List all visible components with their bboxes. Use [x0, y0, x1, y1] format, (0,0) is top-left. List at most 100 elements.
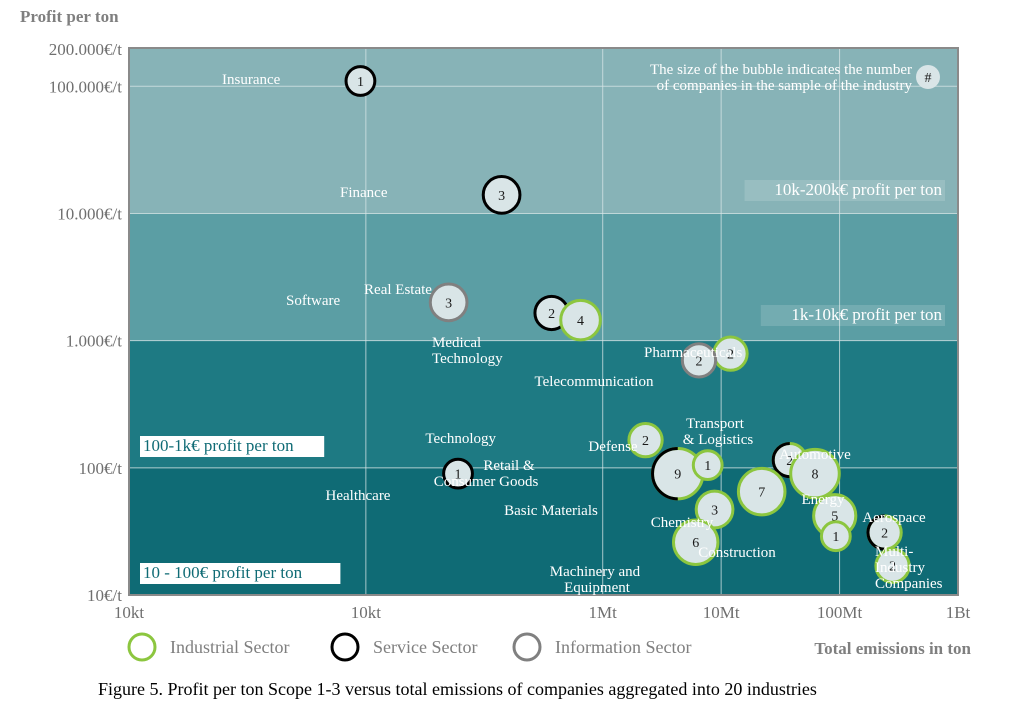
bubble-count: 7 — [758, 486, 765, 501]
industry-labels: Insurance Finance Software Real Estate Medic… — [222, 72, 943, 596]
bubble-count: 3 — [711, 504, 718, 519]
legend-swatch — [127, 632, 157, 662]
bubble-circle — [671, 518, 720, 566]
bubble-count: 3 — [498, 189, 505, 204]
x-tick-label: 100Mt — [817, 603, 863, 622]
industry-label: Companies — [875, 576, 943, 592]
y-axis-title: Profit per ton — [20, 7, 119, 26]
bubble-count: 8 — [811, 468, 818, 483]
gridlines — [129, 48, 958, 595]
bubble-arc — [866, 514, 885, 551]
bubble-circle — [428, 282, 469, 323]
industry-label: Chemistry — [651, 515, 714, 531]
bubble-circle — [481, 175, 522, 215]
legend-item-information-sector: Information Sector — [512, 632, 691, 662]
x-tick-label: 10kt — [114, 603, 145, 622]
legend: Industrial Sector Service Sector Informati… — [127, 632, 691, 662]
industry-label: Retail & — [483, 458, 535, 474]
bubble-count: 9 — [674, 468, 681, 483]
note-line-2: of companies in the sample of the indust… — [657, 78, 913, 94]
bubble-count: 2 — [786, 454, 793, 469]
industry-label: Finance — [340, 185, 388, 201]
industry-label: Basic Materials — [504, 503, 598, 519]
legend-item-industrial-sector: Industrial Sector — [127, 632, 289, 662]
bubble-arc — [771, 441, 790, 479]
bubble-finance: 3 — [481, 175, 522, 215]
y-tick-label: 100.000€/t — [49, 77, 122, 96]
x-axis-title: Total emissions in ton — [814, 639, 971, 658]
bubble-count: 3 — [445, 296, 452, 311]
bubble-count: 2 — [695, 354, 702, 369]
bubble-healthcare: 1 — [442, 457, 474, 490]
bubble-insurance: 1 — [344, 65, 377, 97]
industry-label: Real Estate — [364, 282, 432, 298]
bubble-circle — [627, 422, 664, 459]
bubble-software: 3 — [428, 282, 469, 323]
legend-label: Industrial Sector — [170, 637, 289, 657]
industry-label: Healthcare — [326, 488, 391, 504]
band-label-bg — [744, 180, 945, 201]
band-label-bg — [140, 436, 325, 457]
y-tick-labels: 10€/t 100€/t 1.000€/t 10.000€/t 100.000€/t 20… — [49, 40, 122, 605]
band-label: 10k-200k€ profit per ton — [774, 180, 942, 199]
bubble-circle — [736, 466, 787, 517]
bubble-medical-technology: 4 — [559, 298, 602, 342]
bubble-count: 6 — [692, 536, 699, 551]
bubble-circle — [680, 342, 718, 379]
bubble-defense: 1 — [691, 449, 724, 482]
bubble-aerospace: 2 — [866, 514, 903, 551]
industry-label: Defense — [588, 439, 637, 455]
industry-label: Construction — [698, 545, 776, 561]
bubble-circle — [691, 449, 724, 482]
industry-label: & Logistics — [683, 432, 754, 448]
bubble-size-note: The size of the bubble indicates the num… — [650, 62, 940, 94]
industry-label: Technology — [425, 431, 496, 447]
y-tick-label: 1.000€/t — [66, 332, 122, 351]
note-symbol: # — [925, 71, 932, 86]
industry-label: Medical — [432, 335, 481, 351]
industry-label: Machinery and — [550, 564, 641, 580]
bubble-count: 2 — [548, 307, 555, 322]
industry-label: Automotive — [779, 447, 851, 463]
bubble-technology: 2 — [627, 422, 664, 459]
bubble-automotive: 8 — [789, 447, 841, 500]
legend-item-service-sector: Service Sector — [330, 632, 477, 662]
x-tick-label: 10kt — [351, 603, 382, 622]
y-tick-label: 200.000€/t — [49, 40, 122, 59]
bubble-circle — [559, 298, 602, 342]
legend-swatch — [330, 632, 360, 662]
bubble-circle — [442, 457, 474, 490]
industry-label: Insurance — [222, 72, 281, 88]
legend-label: Information Sector — [555, 637, 691, 657]
x-tick-label: 10Mt — [703, 603, 740, 622]
industry-label: Aerospace — [862, 510, 926, 526]
bubble-count: 2 — [881, 527, 888, 542]
industry-label: Software — [286, 293, 340, 309]
bubble-arc — [651, 446, 678, 501]
bubble-count: 1 — [357, 75, 364, 90]
industry-label: Transport — [686, 416, 745, 432]
plot-border — [128, 47, 959, 596]
bubble-chemistry: 7 — [736, 466, 787, 517]
x-tick-label: 1Bt — [946, 603, 971, 622]
band-label-bg — [760, 305, 945, 326]
band-label: 100-1k€ profit per ton — [143, 436, 294, 455]
industry-label: Consumer Goods — [434, 474, 539, 490]
y-tick-label: 10€/t — [87, 586, 122, 605]
x-tick-label: 1Mt — [589, 603, 618, 622]
figure-caption: Figure 5. Profit per ton Scope 1-3 versu… — [98, 679, 817, 699]
bubble-telecommunication: 2 — [680, 342, 718, 379]
bubble-count: 1 — [832, 530, 839, 545]
bubble-multi-industry-companies: 2 — [874, 547, 911, 584]
band-labels: 10k-200k€ profit per ton 1k-10k€ profit p… — [140, 180, 945, 584]
industry-label: Energy — [801, 492, 845, 508]
industry-label: Multi- — [875, 544, 913, 560]
bubble-count: 2 — [889, 560, 896, 575]
bubble-count: 4 — [577, 314, 584, 329]
bubble-machinery-and-equipment: 6 — [671, 518, 720, 566]
band-label-bg — [140, 563, 341, 584]
y-tick-label: 10.000€/t — [57, 204, 122, 223]
bubbles: 1 3 3 2 4 2 2 2 1 9 1 2 8 3 7 5 1 2 6 2 — [344, 65, 911, 584]
band-label: 1k-10k€ profit per ton — [791, 305, 942, 324]
